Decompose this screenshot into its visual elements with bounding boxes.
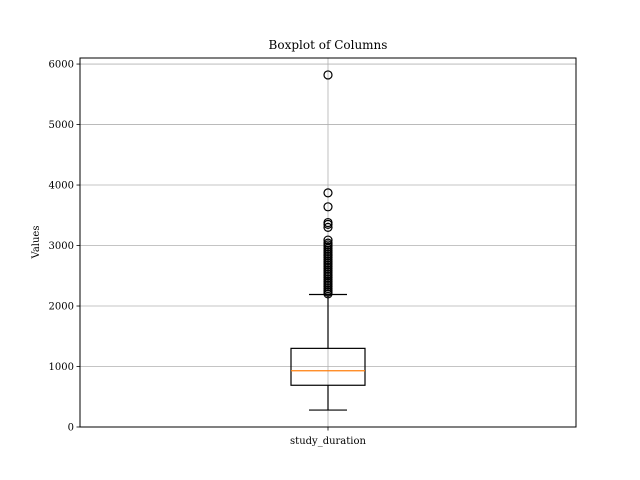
outlier-point <box>323 238 333 248</box>
outlier-point <box>323 70 333 80</box>
y-axis-label: Values <box>31 226 42 260</box>
chart-title: Boxplot of Columns <box>269 38 388 52</box>
y-tick-label: 4000 <box>49 181 74 192</box>
y-tick-label: 2000 <box>49 302 74 313</box>
x-axis: study_duration <box>290 427 367 447</box>
outlier-point <box>323 188 333 198</box>
x-tick-label: study_duration <box>290 436 366 447</box>
box-group <box>290 70 366 411</box>
plot-layer <box>290 70 366 411</box>
outlier-point <box>323 202 333 212</box>
outlier-point <box>323 222 333 232</box>
y-axis: 0 1000 2000 3000 4000 5000 6000 <box>49 60 80 434</box>
outlier-point <box>323 217 333 228</box>
y-tick-label: 6000 <box>49 60 74 71</box>
outlier-point <box>323 235 333 245</box>
y-tick-label: 0 <box>68 423 74 434</box>
y-tick-label: 5000 <box>49 120 74 131</box>
iqr-box <box>290 347 366 386</box>
y-tick-label: 1000 <box>49 362 74 373</box>
y-tick-label: 3000 <box>49 241 74 252</box>
